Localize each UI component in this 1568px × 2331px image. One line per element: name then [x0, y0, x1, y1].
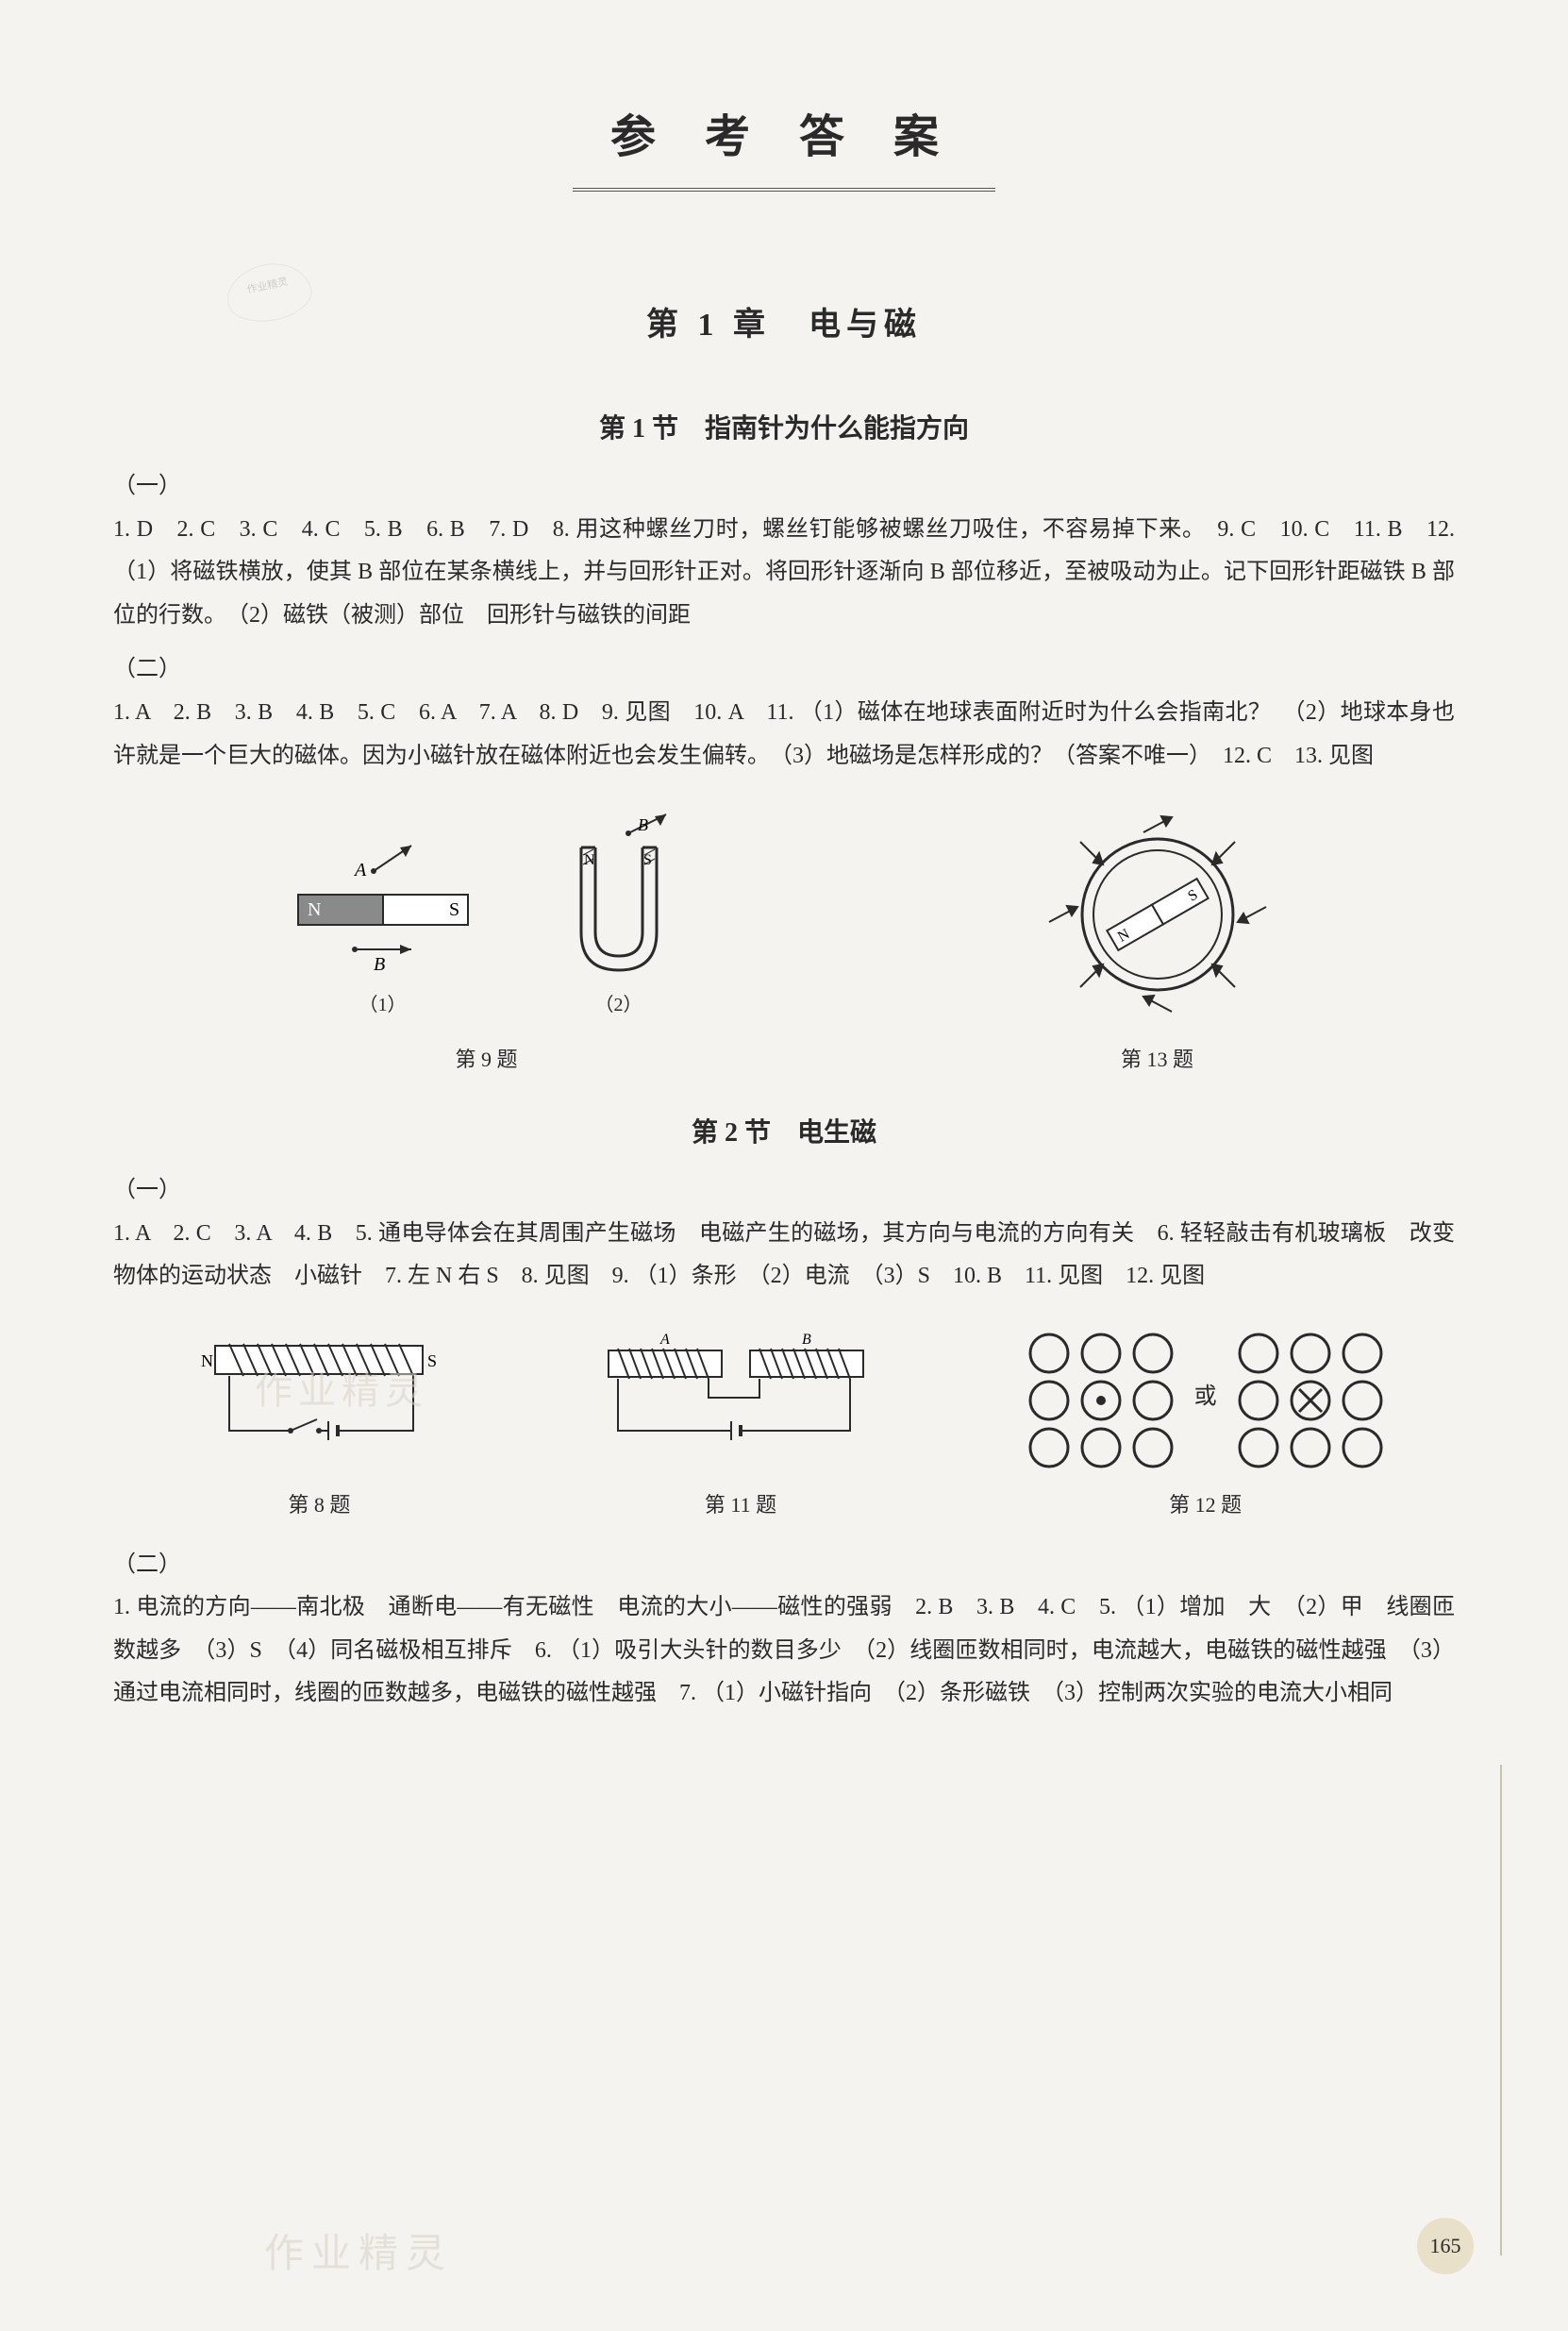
- watermark-bottom: 作业精灵: [264, 2218, 453, 2293]
- section1-figure-row: A N S B （1）: [113, 806, 1455, 1080]
- page-title: 参 考 答 案: [573, 94, 995, 192]
- q8-n: N: [201, 1351, 213, 1370]
- solenoid-q11-diagram: A B: [590, 1327, 892, 1468]
- chapter-heading: 第 1 章 电与磁: [113, 295, 1455, 357]
- label-s: S: [449, 899, 459, 920]
- compass-grid-right: [1230, 1327, 1391, 1468]
- section1-sub2-label: （二）: [113, 648, 1455, 692]
- horseshoe-magnet-diagram: B N S: [543, 810, 694, 980]
- fig13-caption: 第 13 题: [1121, 1040, 1193, 1080]
- section2-sub2-text: 1. 电流的方向——南北极 通断电——有无磁性 电流的大小——磁性的强弱 2. …: [113, 1586, 1455, 1716]
- section2-sub1-label: （一）: [113, 1169, 1455, 1213]
- label-b: B: [374, 954, 385, 975]
- label-a: A: [353, 860, 367, 880]
- fig12-caption: 第 12 题: [1169, 1485, 1242, 1525]
- bar-magnet-diagram: A N S B: [279, 838, 487, 980]
- fig9-caption: 第 9 题: [455, 1040, 517, 1080]
- figure-q11: A B 第 11 题: [590, 1327, 892, 1525]
- fig9-sub1: （1）: [359, 987, 407, 1023]
- horseshoe-b: B: [638, 815, 648, 834]
- horseshoe-n: N: [584, 852, 595, 868]
- compass-grid-left: [1021, 1327, 1181, 1468]
- figure-q9: A N S B （1）: [279, 810, 694, 1080]
- horseshoe-s: S: [643, 852, 652, 868]
- earth-magnet-diagram: N S: [1026, 806, 1290, 1023]
- fig11-caption: 第 11 题: [705, 1485, 776, 1525]
- section1-title: 第 1 节 指南针为什么能指方向: [113, 404, 1455, 454]
- watermark-mid: 作业精灵: [255, 1355, 428, 1427]
- fig9-sub2: （2）: [595, 987, 642, 1023]
- section2-sub2-label: （二）: [113, 1544, 1455, 1587]
- section2-sub1-text: 1. A 2. C 3. A 4. B 5. 通电导体会在其周围产生磁场 电磁产…: [113, 1213, 1455, 1299]
- section2-figure-row: 作业精灵 N S: [113, 1327, 1455, 1525]
- label-n: N: [308, 899, 321, 920]
- section1-sub1-label: （一）: [113, 465, 1455, 509]
- q11-a: A: [659, 1332, 670, 1348]
- right-rail: [1500, 1765, 1502, 2256]
- figure-q12: 或 第 12 题: [1021, 1327, 1391, 1525]
- q8-s: S: [427, 1351, 437, 1370]
- fig12-or: 或: [1194, 1376, 1217, 1419]
- figure-q13: N S 第 13 题: [1026, 806, 1290, 1080]
- section1-sub2-text: 1. A 2. B 3. B 4. B 5. C 6. A 7. A 8. D …: [113, 692, 1455, 778]
- page-number: 165: [1417, 2218, 1474, 2274]
- q11-b: B: [802, 1332, 811, 1348]
- section2-title: 第 2 节 电生磁: [113, 1108, 1455, 1158]
- fig8-caption: 第 8 题: [288, 1485, 350, 1525]
- section1-sub1-text: 1. D 2. C 3. C 4. C 5. B 6. B 7. D 8. 用这…: [113, 509, 1455, 638]
